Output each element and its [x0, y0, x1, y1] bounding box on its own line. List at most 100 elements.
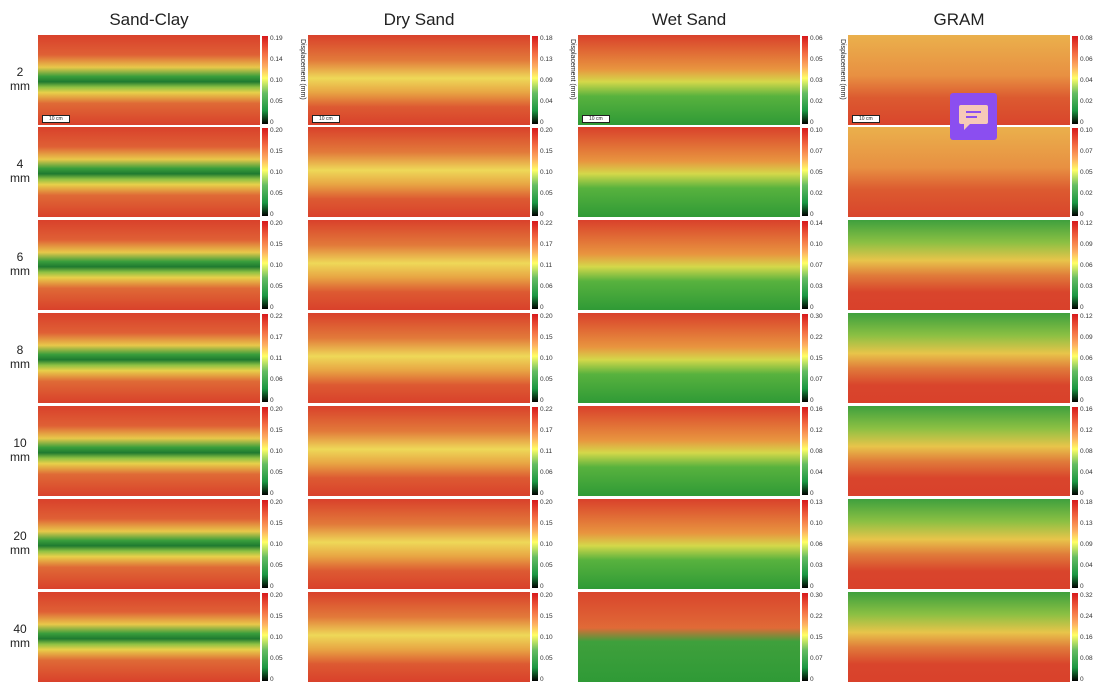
colorbar-tick-label: 0.11: [540, 262, 552, 269]
heatmap-image: [578, 406, 800, 496]
row-label-value: 4: [2, 157, 38, 171]
colorbar-tick-label: 0.17: [540, 241, 553, 248]
colorbar-tick-label: 0.03: [810, 283, 823, 290]
colorbar-tick-label: 0: [270, 397, 274, 404]
colorbar-tick-label: 0.05: [270, 562, 283, 569]
colorbar: [802, 407, 808, 495]
colorbar-tick-label: 0.04: [1080, 469, 1093, 476]
colorbar-tick-label: 0.10: [1080, 127, 1093, 134]
colorbar-tick-label: 0.10: [810, 127, 823, 134]
page: Sand-Clay0.190.140.100.050Displacement (…: [0, 0, 1103, 679]
colorbar-tick-label: 0.06: [540, 283, 553, 290]
colorbar: [262, 500, 268, 588]
column-title: Wet Sand: [578, 10, 800, 30]
colorbar-tick-label: 0: [1080, 119, 1084, 126]
colorbar-tick-label: 0.07: [810, 262, 823, 269]
heatmap-image: [848, 127, 1070, 217]
colorbar-tick-label: 0.15: [270, 613, 283, 620]
colorbar: [532, 500, 538, 588]
row-label-unit: mm: [2, 357, 38, 371]
colorbar-tick-label: 0.11: [270, 355, 282, 362]
row-label-value: 40: [2, 622, 38, 636]
colorbar-tick-label: 0.07: [1080, 148, 1093, 155]
heatmap-image: [38, 35, 260, 125]
colorbar-tick-label: 0.05: [270, 283, 283, 290]
chat-button[interactable]: [950, 93, 997, 140]
colorbar-tick-label: 0.12: [1080, 313, 1093, 320]
colorbar-tick-label: 0.15: [270, 148, 283, 155]
colorbar-tick-label: 0.16: [810, 406, 823, 413]
colorbar: [802, 593, 808, 681]
row-label-unit: mm: [2, 264, 38, 278]
colorbar-tick-label: 0.20: [540, 592, 553, 599]
colorbar-tick-label: 0: [540, 211, 544, 218]
row-label-unit: mm: [2, 450, 38, 464]
colorbar-tick-label: 0.10: [540, 541, 553, 548]
colorbar-tick-label: 0: [270, 304, 274, 311]
colorbar-tick-label: 0.05: [540, 655, 553, 662]
colorbar-tick-label: 0.05: [270, 469, 283, 476]
colorbar-tick-label: 0.09: [1080, 541, 1093, 548]
heatmap-image: [578, 127, 800, 217]
colorbar-tick-label: 0.20: [270, 220, 283, 227]
heatmap-image: [308, 313, 530, 403]
row-label-unit: mm: [2, 636, 38, 650]
colorbar-tick-label: 0: [810, 119, 814, 126]
colorbar-tick-label: 0.17: [270, 334, 283, 341]
row-label-value: 8: [2, 343, 38, 357]
colorbar-tick-label: 0.06: [1080, 262, 1093, 269]
colorbar: [532, 128, 538, 216]
colorbar-tick-label: 0.15: [540, 613, 553, 620]
heatmap-image: [38, 592, 260, 682]
colorbar-tick-label: 0.09: [540, 77, 553, 84]
colorbar-tick-label: 0.10: [540, 169, 553, 176]
colorbar-tick-label: 0.16: [1080, 634, 1093, 641]
colorbar-tick-label: 0.07: [810, 148, 823, 155]
colorbar-tick-label: 0.10: [270, 448, 283, 455]
colorbar-tick-label: 0.04: [810, 469, 823, 476]
column-title: Dry Sand: [308, 10, 530, 30]
colorbar-tick-label: 0.10: [270, 634, 283, 641]
scale-bar-label: 10 cm: [312, 115, 340, 123]
colorbar-tick-label: 0.06: [810, 35, 823, 42]
colorbar-tick-label: 0.05: [270, 655, 283, 662]
row-label-unit: mm: [2, 543, 38, 557]
colorbar-tick-label: 0.12: [1080, 427, 1093, 434]
colorbar-label: Displacement (mm): [839, 39, 846, 100]
colorbar-tick-label: 0: [270, 583, 274, 590]
scale-bar-label: 10 cm: [852, 115, 880, 123]
colorbar-tick-label: 0.20: [270, 127, 283, 134]
colorbar-tick-label: 0.04: [540, 98, 553, 105]
colorbar: [1072, 500, 1078, 588]
colorbar-tick-label: 0.10: [270, 541, 283, 548]
colorbar-tick-label: 0.24: [1080, 613, 1093, 620]
heatmap-image: [308, 127, 530, 217]
heatmap-image: [38, 127, 260, 217]
colorbar-tick-label: 0.05: [810, 169, 823, 176]
colorbar-tick-label: 0.15: [540, 520, 553, 527]
colorbar: [802, 221, 808, 309]
colorbar-tick-label: 0.04: [1080, 77, 1093, 84]
colorbar-tick-label: 0.30: [810, 592, 823, 599]
colorbar-tick-label: 0.15: [540, 334, 553, 341]
colorbar-tick-label: 0.13: [540, 56, 553, 63]
heatmap-image: [308, 220, 530, 310]
colorbar: [802, 314, 808, 402]
colorbar-tick-label: 0.05: [540, 376, 553, 383]
colorbar-tick-label: 0: [1080, 583, 1084, 590]
colorbar: [262, 128, 268, 216]
colorbar-tick-label: 0.15: [270, 241, 283, 248]
colorbar-tick-label: 0: [810, 676, 814, 683]
colorbar-tick-label: 0.12: [1080, 220, 1093, 227]
row-label-unit: mm: [2, 79, 38, 93]
colorbar-tick-label: 0.08: [1080, 655, 1093, 662]
colorbar-tick-label: 0: [270, 490, 274, 497]
row-label-value: 20: [2, 529, 38, 543]
colorbar-tick-label: 0: [1080, 490, 1084, 497]
colorbar-tick-label: 0: [810, 211, 814, 218]
colorbar-tick-label: 0.15: [810, 634, 823, 641]
colorbar: [1072, 221, 1078, 309]
colorbar-tick-label: 0.06: [270, 376, 283, 383]
heatmap-image: [308, 499, 530, 589]
